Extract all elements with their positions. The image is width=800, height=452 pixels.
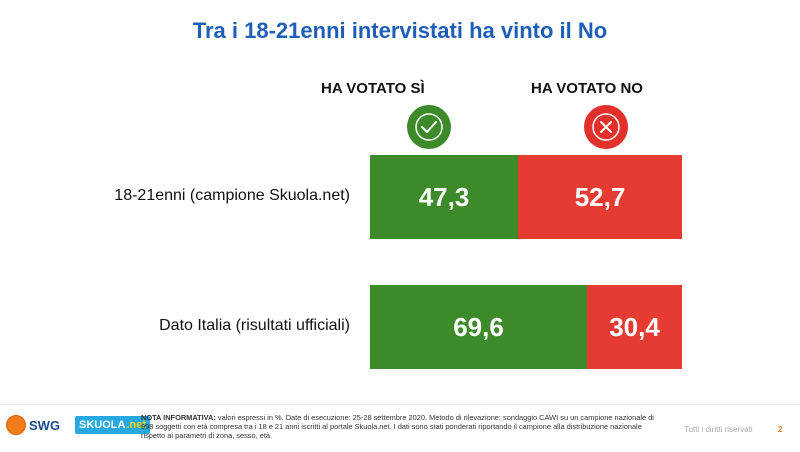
cross-icon xyxy=(584,105,628,149)
skuola-logo: SKUOLA .net xyxy=(75,416,151,434)
swg-logo: SWG xyxy=(6,415,60,435)
info-note-text: valori espressi in %. Date di esecuzione… xyxy=(141,413,654,440)
bar-segment-no: 52,7 xyxy=(518,155,682,239)
legend-yes: HA VOTATO SÌ xyxy=(321,80,425,97)
check-icon xyxy=(407,105,451,149)
data-label: 30,4 xyxy=(609,311,660,342)
swg-ball-icon xyxy=(6,415,26,435)
data-label: 69,6 xyxy=(453,311,504,342)
category-label: 18-21enni (campione Skuola.net) xyxy=(114,187,350,204)
legend-no: HA VOTATO NO xyxy=(531,80,643,97)
skuola-logo-text: SKUOLA xyxy=(79,419,126,431)
bar-segment-yes: 47,3 xyxy=(370,155,518,239)
bar-segment-no: 30,4 xyxy=(587,285,682,369)
info-note-label: NOTA INFORMATIVA: xyxy=(141,413,216,422)
swg-logo-text: SWG xyxy=(29,417,61,433)
skuola-logo-net: .net xyxy=(126,419,147,431)
chart-title: Tra i 18-21enni intervistati ha vinto il… xyxy=(192,18,608,43)
page-number: 2 xyxy=(778,425,783,434)
bar-segment-yes: 69,6 xyxy=(370,285,587,369)
rights-text: Tutti i diritti riservati xyxy=(684,425,753,434)
info-note: NOTA INFORMATIVA: valori espressi in %. … xyxy=(141,413,661,440)
category-label: Dato Italia (risultati ufficiali) xyxy=(159,317,350,334)
data-label: 52,7 xyxy=(574,181,626,212)
footer-divider xyxy=(0,404,800,405)
data-label: 47,3 xyxy=(418,181,470,212)
